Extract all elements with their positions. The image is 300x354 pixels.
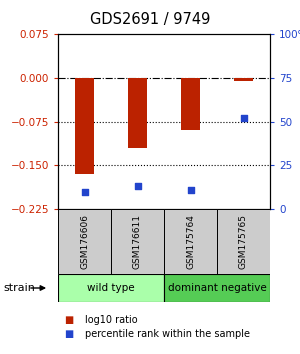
Text: GSM176611: GSM176611 — [133, 214, 142, 269]
Text: wild type: wild type — [87, 283, 135, 293]
Bar — [181, 78, 200, 130]
Bar — [111, 209, 164, 274]
Text: GSM176606: GSM176606 — [80, 214, 89, 269]
Bar — [164, 274, 270, 302]
Bar — [58, 209, 111, 274]
Text: GDS2691 / 9749: GDS2691 / 9749 — [90, 12, 210, 27]
Text: GSM175765: GSM175765 — [239, 214, 248, 269]
Text: log10 ratio: log10 ratio — [85, 315, 138, 325]
Point — [241, 115, 246, 121]
Text: GSM175764: GSM175764 — [186, 214, 195, 269]
Text: strain: strain — [3, 283, 35, 293]
Bar — [234, 78, 253, 81]
Bar — [217, 209, 270, 274]
Point — [188, 187, 193, 193]
Point — [82, 189, 87, 194]
Bar — [58, 274, 164, 302]
Text: dominant negative: dominant negative — [168, 283, 266, 293]
Text: ■: ■ — [64, 315, 73, 325]
Text: percentile rank within the sample: percentile rank within the sample — [85, 329, 250, 339]
Bar — [75, 78, 94, 174]
Bar — [128, 78, 147, 148]
Bar — [164, 209, 217, 274]
Point — [135, 183, 140, 189]
Text: ■: ■ — [64, 329, 73, 339]
